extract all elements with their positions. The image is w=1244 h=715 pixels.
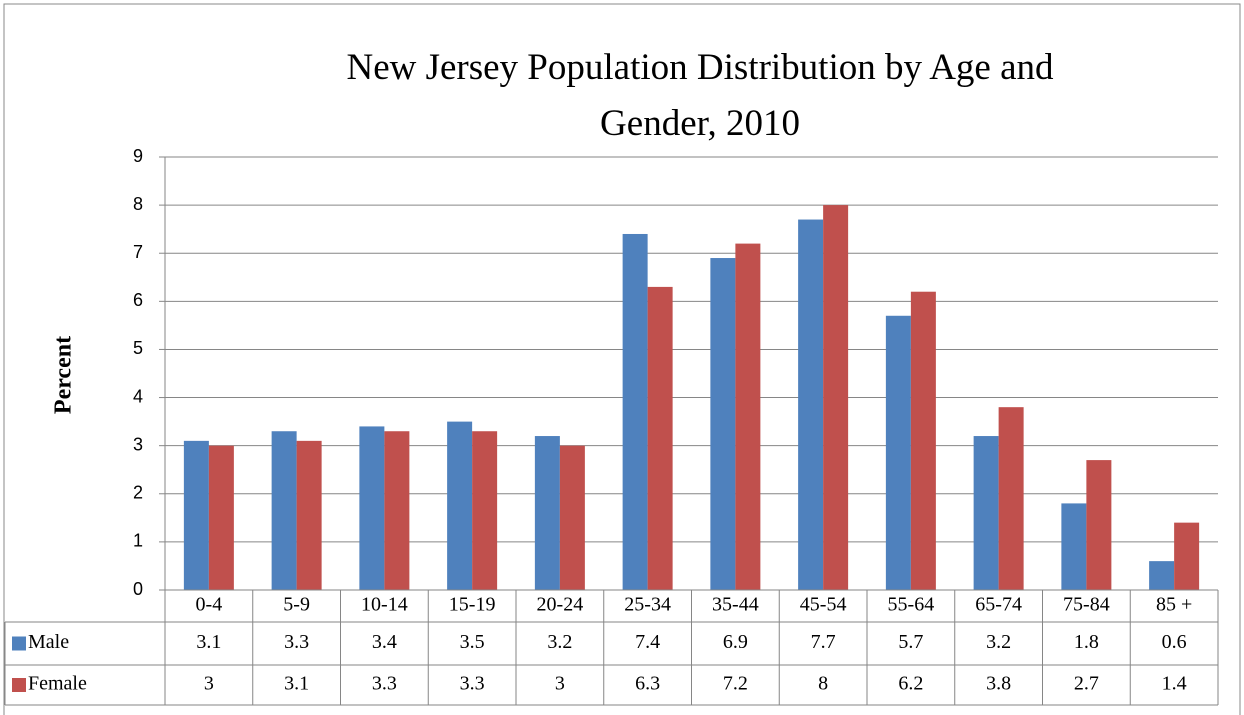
y-tick-label: 8 [133,194,143,214]
table-value: 6.3 [635,673,660,695]
bar [735,243,761,590]
y-tick-label: 3 [133,434,143,454]
bar [1061,503,1087,590]
x-tick-label: 35-44 [712,594,759,616]
y-axis-label: Percent [51,336,77,414]
x-tick-label: 25-34 [624,594,671,616]
x-tick-label: 45-54 [800,594,847,616]
bar [384,431,410,590]
bar [823,205,849,590]
legend-key [12,678,26,692]
bar [559,445,585,590]
bar [472,431,498,590]
bar [647,286,673,590]
bar [798,219,824,591]
bar [271,431,297,590]
y-tick-label: 6 [133,290,143,310]
bar [447,421,473,590]
y-tick-label: 0 [133,579,143,599]
table-value: 3.3 [460,673,485,695]
bar [1086,460,1112,590]
table-value: 3.5 [460,631,485,653]
table-value: 8 [818,673,828,695]
table-value: 6.9 [723,631,748,653]
x-tick-label: 0-4 [196,594,223,616]
bar [183,440,209,590]
bar [998,407,1024,590]
table-value: 3.2 [986,631,1011,653]
bar [622,233,648,590]
bar [1174,522,1200,590]
table-value: 0.6 [1162,631,1187,653]
bar [534,436,560,590]
x-tick-label: 20-24 [537,594,584,616]
table-value: 3.3 [284,631,309,653]
table-value: 1.8 [1074,631,1099,653]
legend-label: Female [28,673,87,695]
x-tick-label: 10-14 [361,594,408,616]
table-value: 3.3 [372,673,397,695]
table-value: 2.7 [1074,673,1099,695]
table-value: 5.7 [898,631,923,653]
x-tick-label: 5-9 [283,594,310,616]
table-value: 6.2 [898,673,923,695]
table-value: 3.1 [196,631,221,653]
bar [1149,561,1175,590]
table-value: 3 [204,673,214,695]
bar [296,440,322,590]
table-value: 3.4 [372,631,397,653]
table-value: 7.2 [723,673,748,695]
table-value: 1.4 [1162,673,1187,695]
table-value: 3.1 [284,673,309,695]
y-tick-label: 5 [133,338,143,358]
x-tick-label: 65-74 [975,594,1022,616]
x-tick-label: 15-19 [449,594,496,616]
bar [359,426,385,590]
bar [885,315,911,590]
y-tick-label: 4 [133,386,143,406]
table-value: 3.2 [547,631,572,653]
x-tick-label: 55-64 [888,594,935,616]
chart-border [3,3,1241,715]
y-tick-label: 9 [133,146,143,166]
table-value: 7.4 [635,631,660,653]
x-tick-label: 75-84 [1063,594,1110,616]
chart-title: New Jersey Population Distribution by Ag… [346,47,1054,144]
x-tick-label: 85 + [1156,594,1192,616]
table-value: 7.7 [811,631,836,653]
bar [910,291,936,590]
table-value: 3 [555,673,565,695]
y-tick-label: 2 [133,483,143,503]
y-tick-label: 1 [133,531,143,551]
bar [208,445,234,590]
table-value: 3.8 [986,673,1011,695]
y-tick-label: 7 [133,242,143,262]
legend-label: Male [28,631,69,653]
legend-key [12,636,26,651]
bar [973,436,999,590]
bar [710,258,736,590]
